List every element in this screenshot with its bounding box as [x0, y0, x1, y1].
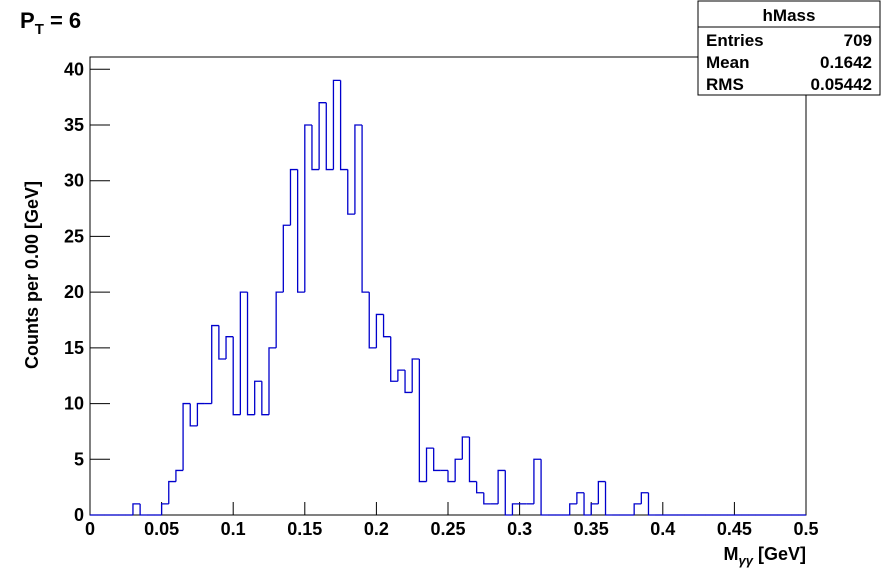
- title-rest: = 6: [44, 8, 81, 33]
- histogram-bin: [332, 79, 341, 170]
- histogram-bin: [368, 292, 377, 349]
- y-tick-label: 25: [64, 226, 84, 246]
- histogram-bin: [304, 124, 312, 293]
- histogram-bin: [597, 480, 606, 504]
- x-tick-label: 0.45: [717, 519, 752, 539]
- histogram-bin: [261, 381, 269, 416]
- y-tick-label: 35: [64, 115, 84, 135]
- histogram-bin: [175, 469, 184, 482]
- histogram-bin: [296, 169, 305, 293]
- x-tick-label: 0.5: [793, 519, 818, 539]
- title-main: P: [20, 8, 35, 33]
- histogram-bin: [254, 380, 262, 415]
- x-tick-label: 0.4: [650, 519, 675, 539]
- x-tick-label: 0.3: [507, 519, 532, 539]
- chart-title: PT = 6: [20, 8, 81, 38]
- histogram-bin: [533, 458, 542, 504]
- histogram-bin: [354, 124, 363, 215]
- y-tick-label: 15: [64, 338, 84, 358]
- stats-label: Mean: [706, 53, 749, 72]
- histogram-bin: [139, 503, 148, 516]
- histogram-bin: [504, 470, 513, 516]
- histogram-bin: [239, 291, 248, 415]
- histogram-bin: [318, 102, 327, 170]
- histogram-bin: [468, 436, 477, 483]
- histogram-bin: [196, 402, 205, 426]
- histogram-bin: [425, 447, 434, 482]
- y-tick-label: 0: [74, 505, 84, 525]
- stats-label: Entries: [706, 31, 764, 50]
- histogram-bin: [647, 492, 656, 516]
- histogram-bin: [289, 168, 298, 226]
- histogram-bin: [361, 124, 370, 293]
- histogram-bin: [583, 492, 592, 516]
- histogram-bin: [633, 503, 642, 515]
- stats-title: hMass: [763, 6, 816, 25]
- frame: [89, 56, 807, 516]
- histogram-bin: [483, 492, 491, 505]
- stats-value: 709: [844, 31, 872, 50]
- histogram-bin: [604, 481, 613, 516]
- histogram-bin: [225, 336, 234, 359]
- histogram-bin: [382, 314, 391, 338]
- histogram-bin: [497, 469, 506, 504]
- histogram-bin: [275, 291, 284, 348]
- histogram-bin: [461, 436, 470, 460]
- histogram-bin: [246, 292, 255, 416]
- x-tick-label: 0.2: [364, 519, 389, 539]
- histogram-bin: [576, 492, 585, 504]
- x-tick-label: 0.35: [574, 519, 609, 539]
- histogram-bin: [311, 124, 320, 171]
- histogram-bin: [433, 448, 441, 472]
- histogram-bin: [282, 224, 291, 293]
- x-tick-label: 0.15: [287, 519, 322, 539]
- x-tick-label: 0.25: [430, 519, 465, 539]
- histogram-bin: [447, 470, 456, 483]
- histogram-bin: [160, 503, 169, 515]
- y-tick-label: 5: [74, 449, 84, 469]
- title-sub: T: [35, 21, 44, 38]
- y-axis-label: Counts per 0.00 [GeV]: [22, 181, 42, 369]
- histogram-bin: [211, 324, 219, 404]
- histogram-bin: [232, 336, 241, 416]
- y-tick-label: 10: [64, 394, 84, 414]
- y-tick-label: 30: [64, 171, 84, 191]
- y-tick-label: 20: [64, 282, 84, 302]
- x-tick-label: 0: [85, 519, 95, 539]
- histogram-bin: [182, 402, 191, 471]
- histogram-bin: [325, 102, 334, 171]
- histogram-bin: [511, 503, 520, 515]
- histogram-bin: [168, 480, 176, 504]
- histogram-bin: [411, 358, 420, 393]
- x-axis-label: Mγγ [GeV]: [724, 544, 806, 568]
- histogram-bin: [640, 492, 649, 504]
- histogram-bin: [418, 358, 427, 483]
- y-tick-label: 40: [64, 59, 84, 79]
- stats-value: 0.05442: [811, 75, 872, 94]
- stats-box: [697, 0, 881, 96]
- histogram-bin: [347, 169, 355, 215]
- histogram-bin: [132, 503, 141, 515]
- histogram-bin: [268, 347, 277, 415]
- histogram-bin: [218, 325, 227, 360]
- histogram-bin: [390, 336, 398, 382]
- histogram-bin: [397, 369, 406, 382]
- x-label-sub: γγ: [739, 553, 754, 568]
- histogram-bin: [339, 80, 348, 171]
- histogram-bin: [454, 458, 463, 482]
- x-label-main: M: [724, 544, 739, 564]
- histogram-bin: [590, 503, 599, 515]
- stats-value: 0.1642: [820, 53, 872, 72]
- x-tick-label: 0.05: [144, 519, 179, 539]
- histogram-bin: [540, 459, 549, 516]
- x-tick-label: 0.1: [221, 519, 246, 539]
- x-label-rest: [GeV]: [753, 544, 806, 564]
- stats-label: RMS: [706, 75, 744, 94]
- histogram-bin: [404, 370, 413, 394]
- histogram-bin: [569, 503, 577, 515]
- histogram-bin: [375, 313, 384, 348]
- histogram-bin: [189, 403, 198, 427]
- histogram-bin: [475, 481, 484, 494]
